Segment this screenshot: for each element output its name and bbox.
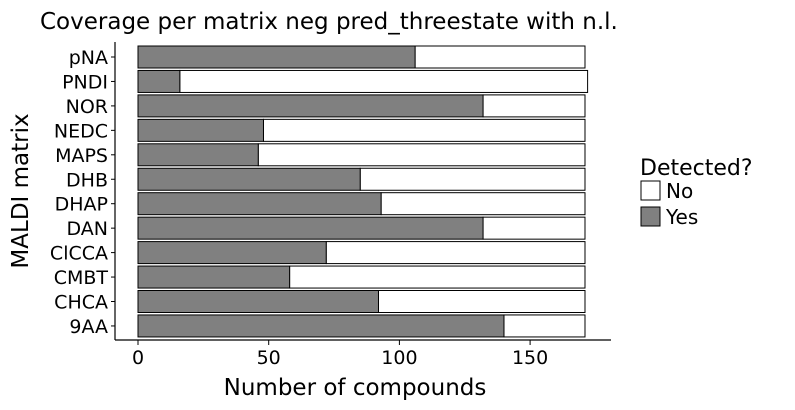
chart-title: Coverage per matrix neg pred_threestate …	[40, 9, 618, 35]
bar-no-dhap	[380, 192, 586, 216]
bar-no-clcca	[325, 241, 586, 265]
bar-no-dhb	[359, 167, 586, 191]
legend-title: Detected?	[640, 156, 753, 181]
bars-group	[137, 45, 589, 338]
y-tick-label: ClCCA	[50, 243, 108, 265]
bar-no-chca	[377, 290, 586, 313]
legend-label-no: No	[666, 179, 693, 203]
bar-yes-pndi	[137, 69, 181, 93]
bar-yes-9aa	[137, 314, 505, 338]
bar-yes-dhap	[137, 192, 382, 216]
legend-swatch-yes	[640, 206, 661, 227]
y-tick-label: CHCA	[54, 292, 108, 314]
bar-no-dan	[482, 216, 586, 240]
bar-yes-chca	[137, 290, 379, 313]
x-tick-label: 0	[132, 347, 144, 369]
bar-yes-pna	[137, 45, 416, 69]
x-tick-label: 50	[257, 347, 281, 369]
y-tick-label: CMBT	[54, 267, 109, 289]
x-axis-title: Number of compounds	[224, 375, 487, 401]
bar-yes-clcca	[137, 241, 327, 265]
y-tick-label: MAPS	[55, 145, 108, 167]
legend-swatch-no	[640, 180, 661, 201]
y-tick-label: DAN	[66, 218, 108, 240]
bar-no-pna	[414, 45, 586, 69]
bar-yes-nor	[137, 94, 484, 118]
y-tick-label: 9AA	[69, 316, 108, 338]
bar-yes-cmbt	[137, 265, 291, 289]
y-tick-label: PNDI	[62, 71, 108, 93]
y-tick-label: DHB	[66, 169, 108, 191]
y-tick-label: DHAP	[55, 194, 108, 216]
x-tick-label: 150	[512, 347, 548, 369]
bar-yes-dan	[137, 216, 484, 240]
bar-no-9aa	[503, 314, 586, 338]
bar-no-maps	[257, 143, 586, 167]
y-tick-label: NOR	[66, 96, 108, 118]
x-axis-ticks: 0 50 100 150	[132, 340, 548, 369]
bar-yes-dhb	[137, 167, 361, 191]
y-tick-label: pNA	[69, 47, 108, 69]
y-tick-label: NEDC	[54, 120, 108, 142]
x-tick-label: 100	[381, 347, 417, 369]
bar-no-pndi	[179, 69, 589, 93]
bar-yes-nedc	[137, 118, 264, 142]
bar-no-nedc	[262, 118, 586, 142]
legend-label-yes: Yes	[665, 205, 698, 229]
bar-yes-maps	[137, 143, 259, 167]
y-axis-title: MALDI matrix	[8, 113, 34, 268]
bar-no-nor	[482, 94, 586, 118]
bar-no-cmbt	[289, 265, 586, 289]
